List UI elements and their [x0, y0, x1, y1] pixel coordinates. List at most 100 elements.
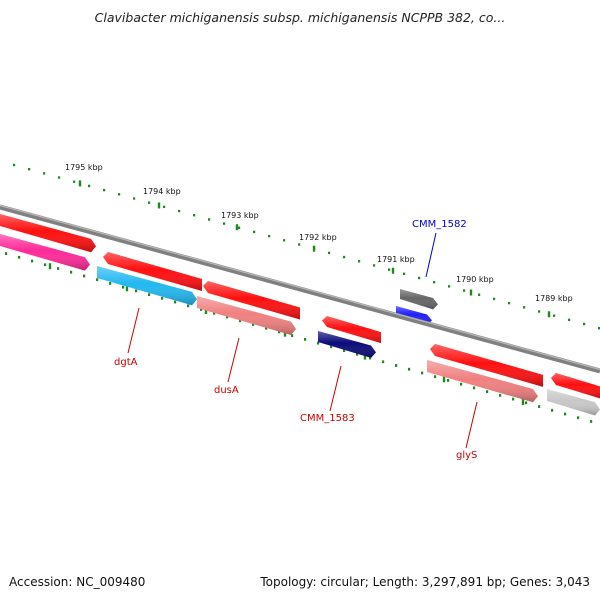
inner-track-dot	[83, 274, 86, 278]
inner-track-dot	[57, 267, 60, 270]
accession-text: Accession: NC_009480	[9, 575, 146, 589]
inner-track-dot	[356, 352, 359, 356]
outer-track-dot	[538, 310, 541, 313]
outer-track-tick	[547, 311, 551, 318]
backbone-line	[0, 204, 600, 374]
inner-track-dot	[109, 282, 112, 285]
inner-track-dot	[278, 330, 281, 334]
backbone-highlight	[0, 204, 600, 371]
feature-right-top-shade	[551, 373, 600, 399]
inner-track-tick	[363, 353, 367, 360]
outer-track-dot	[283, 239, 286, 242]
outer-track-dot	[238, 226, 241, 229]
track2-right-shade	[547, 389, 600, 416]
map-title: Clavibacter michiganensis subsp. michiga…	[94, 10, 506, 25]
gene-label-dusA: dusA	[214, 385, 239, 396]
outer-track-dot	[463, 289, 466, 292]
outer-track-dot	[388, 268, 391, 271]
inner-track-dot	[252, 323, 255, 326]
outer-track-dot	[58, 176, 61, 179]
inner-track-dot	[291, 334, 294, 338]
outer-track-dot	[13, 163, 16, 167]
inner-track-dot	[187, 304, 190, 308]
outer-track-dot	[598, 327, 600, 330]
inner-track-tick	[442, 376, 446, 383]
outer-track-dot	[193, 214, 196, 217]
inner-track-dot	[122, 285, 125, 289]
label-leader	[425, 232, 437, 278]
inner-track-tick	[283, 330, 287, 337]
backbone	[0, 204, 600, 374]
outer-track-dot	[103, 188, 106, 192]
inner-track-dot	[44, 263, 47, 267]
gene-label-CMM_1583: CMM_1583	[300, 413, 355, 424]
outer-track-tick	[235, 224, 239, 231]
kbp-ruler: 1795 kbp 1794 kbp 1793 kbp 1792 kbp 1791 kbp…	[65, 163, 573, 303]
inner-track-dot	[174, 300, 177, 304]
inner-track-dot	[148, 293, 151, 297]
outer-track-dot	[328, 251, 331, 255]
gene-features	[0, 214, 600, 416]
inner-track-dot	[369, 356, 372, 360]
outer-track-dot	[403, 272, 406, 276]
inner-track-dot	[239, 319, 242, 323]
outer-track-dot	[253, 230, 256, 234]
ruler-label: 1794 kbp	[143, 187, 181, 196]
ruler-label: 1792 kbp	[299, 233, 337, 242]
inner-track-tick	[204, 307, 208, 314]
outer-track-tick	[469, 289, 473, 296]
track2-dgtA-shade	[97, 266, 197, 306]
inner-track-dot	[421, 371, 424, 375]
inner-track-dot	[434, 375, 437, 379]
outer-track-dot	[268, 234, 271, 238]
outer-track-dot	[148, 201, 151, 204]
inner-track-dot	[200, 308, 203, 311]
inner-track-dot	[265, 326, 268, 330]
outer-track-dot	[43, 172, 46, 175]
inner-track-dot	[486, 390, 489, 394]
inner-track-dot	[382, 360, 385, 364]
ruler-label: 1791 kbp	[377, 255, 415, 264]
outer-track-dot	[568, 318, 571, 322]
outer-track-dot	[118, 193, 121, 196]
inner-track-dot	[473, 386, 476, 390]
inner-track-dot	[551, 408, 554, 412]
inner-track-tick	[125, 285, 129, 292]
inner-track-dot	[343, 349, 346, 352]
outer-track-dot	[28, 167, 31, 171]
outer-track-dot	[343, 255, 346, 259]
inner-track-dot	[31, 259, 34, 263]
inner-track-dot	[161, 296, 164, 300]
outer-track-dot	[373, 264, 376, 267]
inner-track-dot	[5, 252, 8, 255]
track2-CMM_1583-shade	[318, 331, 376, 358]
gene-labels: dgtA dusA CMM_1583 CMM_1582 glyS	[114, 219, 478, 461]
gene-label-glyS: glyS	[456, 450, 477, 461]
outer-track-dot	[88, 184, 91, 188]
outer-track-tick	[78, 180, 82, 187]
inner-track-dot	[408, 367, 411, 371]
outer-track-dot	[73, 180, 76, 183]
ruler-label: 1795 kbp	[65, 163, 103, 172]
inner-track-dot	[525, 401, 528, 405]
inner-track-dot	[135, 289, 138, 293]
inner-track-dot	[317, 341, 320, 345]
outer-track-dot	[493, 297, 496, 301]
inner-track-dot	[512, 397, 515, 401]
inner-track-dot	[447, 379, 450, 382]
outer-track-dot	[223, 222, 226, 225]
label-leader	[465, 401, 478, 449]
outer-track-dot	[583, 322, 586, 326]
inner-track-dot	[96, 278, 99, 282]
inner-track-dot	[577, 416, 580, 420]
ruler-label: 1789 kbp	[535, 294, 573, 303]
feature-dusA-shade	[203, 281, 300, 320]
gene-label-dgtA: dgtA	[114, 357, 138, 368]
gene-label-CMM_1582: CMM_1582	[412, 219, 467, 230]
outer-track-dot	[358, 260, 361, 263]
inner-track-tick	[48, 263, 52, 270]
inner-track-dot	[18, 255, 21, 259]
outer-track-tick	[312, 245, 316, 252]
outer-track-dot	[553, 314, 556, 317]
